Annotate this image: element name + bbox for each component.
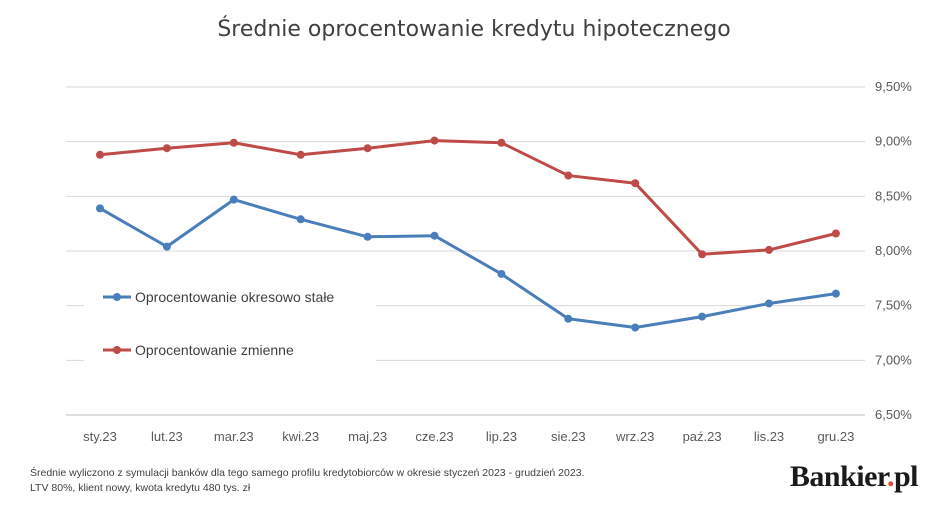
data-point xyxy=(831,229,840,238)
series-line xyxy=(98,198,838,330)
x-tick-label: maj.23 xyxy=(348,429,387,444)
data-point xyxy=(96,204,104,213)
footnote-line-2: LTV 80%, klient nowy, kwota kredytu 480 … xyxy=(30,482,251,494)
data-point xyxy=(229,195,238,204)
footnote-line-1: Średnie wyliczono z symulacji banków dla… xyxy=(30,467,585,479)
series-lines xyxy=(96,136,840,332)
x-tick-label: wrz.23 xyxy=(615,429,654,444)
legend-entry: Oprocentowanie zmienne xyxy=(103,342,294,358)
x-tick-label: cze.23 xyxy=(415,429,453,444)
brand-name: Bankier xyxy=(789,460,888,493)
legend-swatch-marker xyxy=(113,346,121,354)
x-tick-label: mar.23 xyxy=(214,429,254,444)
legend-box xyxy=(84,272,376,370)
x-tick-label: sie.23 xyxy=(551,429,586,444)
footnote: Średnie wyliczono z symulacji banków dla… xyxy=(30,466,584,496)
x-tick-label: gru.23 xyxy=(817,429,854,444)
data-point xyxy=(162,242,171,251)
data-point xyxy=(631,179,640,188)
y-tick-label: 8,00% xyxy=(875,243,912,258)
legend-label: Oprocentowanie okresowo stałe xyxy=(135,289,334,305)
data-point xyxy=(430,231,439,240)
data-point xyxy=(296,215,305,224)
data-point xyxy=(765,245,773,254)
data-point xyxy=(363,232,372,241)
data-point xyxy=(631,323,640,332)
legend-swatch-marker xyxy=(113,293,121,301)
data-point xyxy=(698,312,707,321)
y-tick-label: 8,50% xyxy=(875,188,912,203)
y-tick-label: 6,50% xyxy=(875,407,912,422)
y-tick-label: 9,00% xyxy=(875,134,912,149)
brand-tld: pl xyxy=(893,460,919,493)
data-point xyxy=(564,314,573,323)
x-axis-ticks: sty.23 lut.23 mar.23 kwi.23 maj.23 cze.23 lip.… xyxy=(83,429,854,444)
series-1 xyxy=(96,195,840,332)
x-tick-label: paź.23 xyxy=(683,429,722,444)
data-point xyxy=(229,138,238,147)
data-point xyxy=(162,144,171,153)
y-tick-label: 7,00% xyxy=(875,352,912,367)
data-point xyxy=(296,150,305,159)
legend-label: Oprocentowanie zmienne xyxy=(135,342,294,358)
data-point xyxy=(698,250,707,259)
series-2 xyxy=(96,136,840,259)
y-tick-label: 9,50% xyxy=(875,79,912,94)
legend-entry: Oprocentowanie okresowo stałe xyxy=(103,289,334,305)
data-point xyxy=(430,136,439,145)
x-tick-label: lis.23 xyxy=(754,429,784,444)
data-point xyxy=(497,138,506,147)
data-point xyxy=(831,289,840,298)
data-point xyxy=(765,299,773,308)
data-point xyxy=(564,171,573,180)
series-line xyxy=(98,139,838,256)
data-point xyxy=(96,150,104,159)
data-point xyxy=(363,144,372,153)
y-axis-ticks: 6,50% 7,00% 7,50% 8,00% 8,50% 9,00% 9,50% xyxy=(875,79,912,422)
bankier-logo: Bankier.pl xyxy=(789,460,919,494)
x-tick-label: sty.23 xyxy=(83,429,117,444)
legend: Oprocentowanie okresowo stałe Oprocentowa… xyxy=(84,272,376,370)
y-tick-label: 7,50% xyxy=(875,298,912,313)
data-point xyxy=(497,269,506,278)
x-tick-label: lip.23 xyxy=(486,429,517,444)
brand-dot: . xyxy=(886,460,895,493)
chart-title: Średnie oprocentowanie kredytu hipoteczn… xyxy=(217,16,730,42)
x-tick-label: lut.23 xyxy=(151,429,183,444)
x-tick-label: kwi.23 xyxy=(282,429,319,444)
